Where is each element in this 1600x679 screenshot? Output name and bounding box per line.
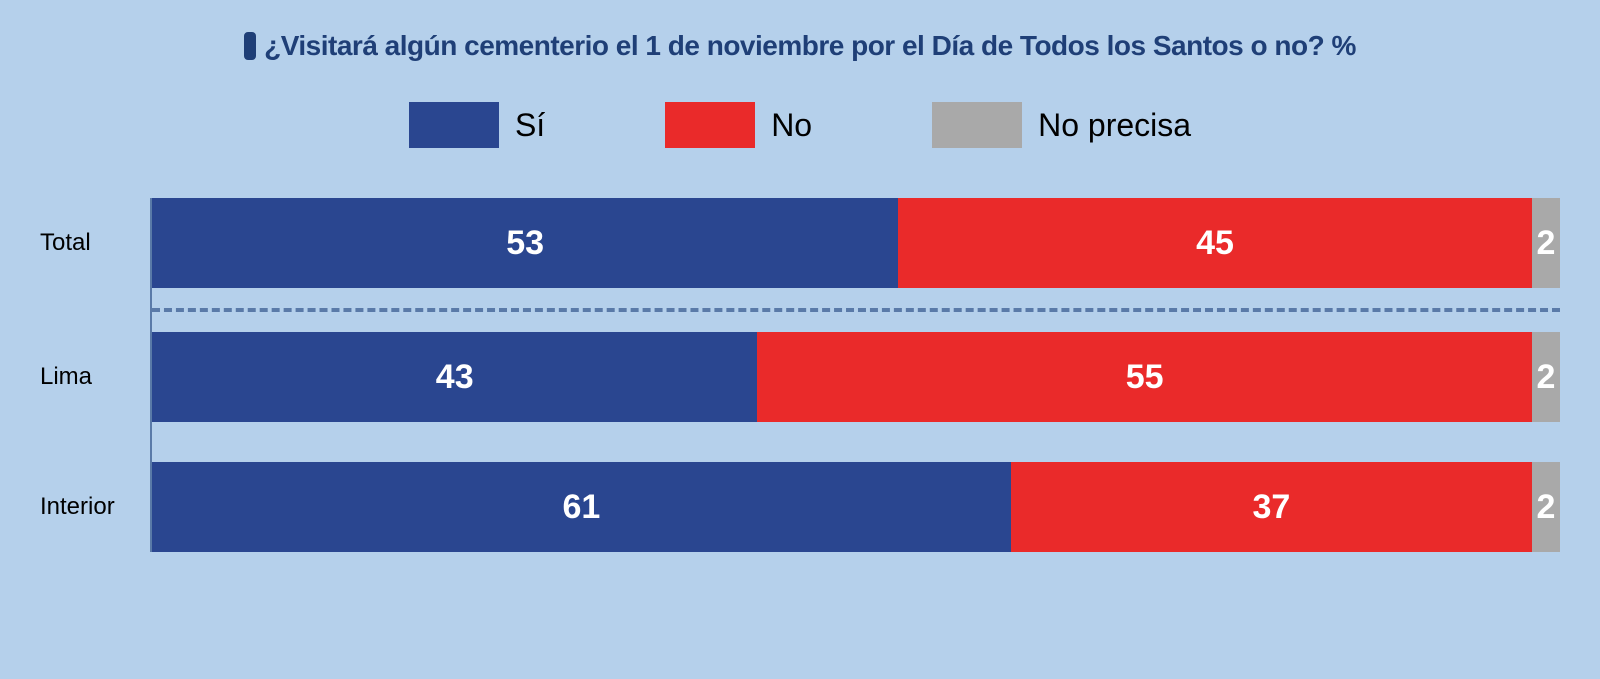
legend-swatch-np xyxy=(932,102,1022,148)
bar-segment-no: 37 xyxy=(1011,462,1532,552)
bar-segment-np: 2 xyxy=(1532,198,1560,288)
legend-swatch-no xyxy=(665,102,755,148)
bar-row: Total53452 xyxy=(150,198,1560,288)
legend-item-no: No xyxy=(665,102,812,148)
bar-segment-si: 53 xyxy=(152,198,898,288)
legend-label-np: No precisa xyxy=(1038,107,1191,144)
legend-swatch-si xyxy=(409,102,499,148)
legend-label-si: Sí xyxy=(515,107,545,144)
legend-item-np: No precisa xyxy=(932,102,1191,148)
bar-segment-np: 2 xyxy=(1532,462,1560,552)
bar-track: 43552 xyxy=(152,332,1560,422)
bar-segment-np: 2 xyxy=(1532,332,1560,422)
row-label: Total xyxy=(40,229,140,257)
row-label: Lima xyxy=(40,363,140,391)
legend-label-no: No xyxy=(771,107,812,144)
bar-track: 61372 xyxy=(152,462,1560,552)
chart-title: ¿Visitará algún cementerio el 1 de novie… xyxy=(264,30,1356,62)
bar-row: Lima43552 xyxy=(150,332,1560,422)
chart-canvas: ¿Visitará algún cementerio el 1 de novie… xyxy=(0,0,1600,679)
bar-segment-si: 43 xyxy=(152,332,757,422)
bar-segment-no: 45 xyxy=(898,198,1532,288)
title-bullet-icon xyxy=(244,32,256,60)
chart-legend: Sí No No precisa xyxy=(40,102,1560,148)
bar-row: Interior61372 xyxy=(150,462,1560,552)
chart-title-row: ¿Visitará algún cementerio el 1 de novie… xyxy=(40,30,1560,62)
row-divider xyxy=(152,308,1560,312)
bar-segment-no: 55 xyxy=(757,332,1531,422)
bar-track: 53452 xyxy=(152,198,1560,288)
row-label: Interior xyxy=(40,493,140,521)
bar-segment-si: 61 xyxy=(152,462,1011,552)
chart-rows-area: Total53452Lima43552Interior61372 xyxy=(40,198,1560,552)
legend-item-si: Sí xyxy=(409,102,545,148)
